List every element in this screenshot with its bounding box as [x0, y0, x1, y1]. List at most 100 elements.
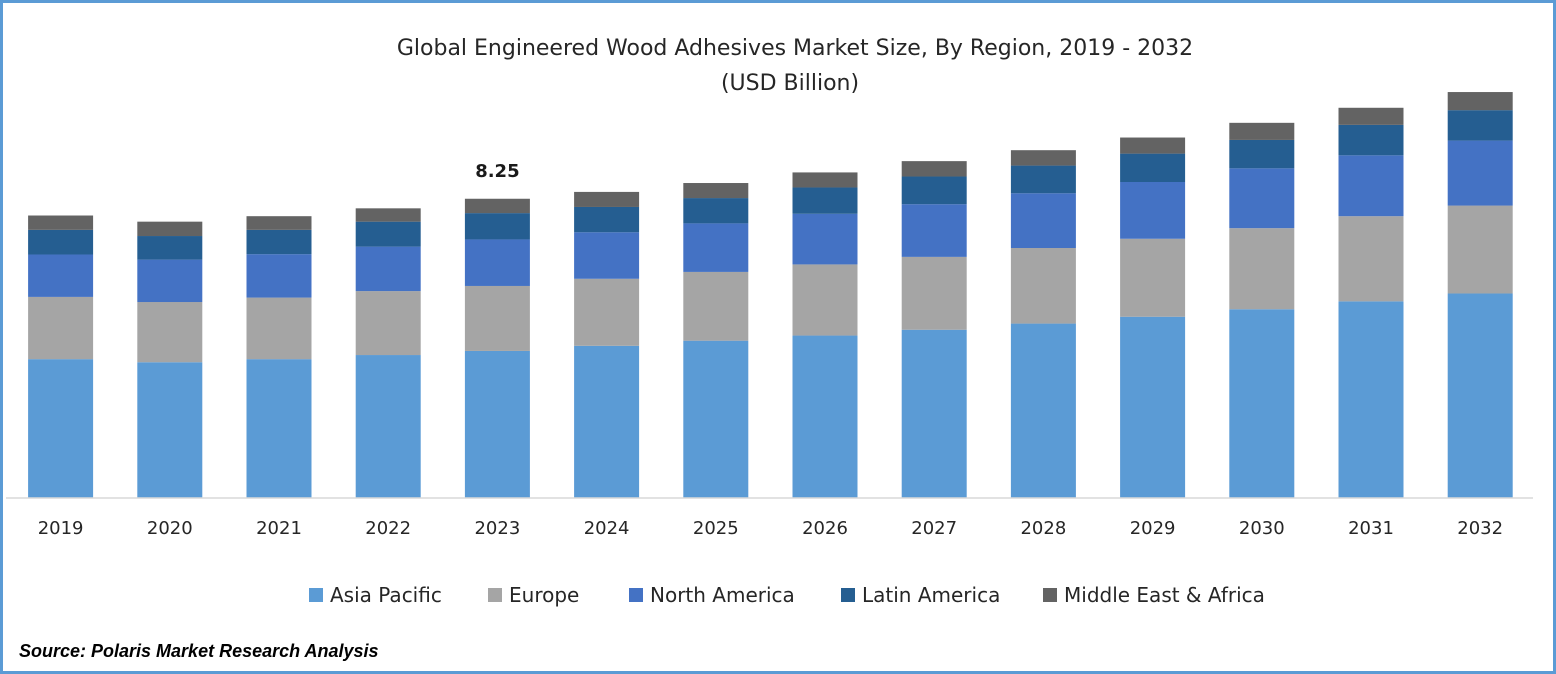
bar-segment-2024-latin-america — [574, 206, 640, 233]
bar-segment-2032-north-america — [1447, 140, 1513, 206]
bar-segment-2029-middle-east-africa — [1120, 137, 1186, 154]
bar-segment-2021-latin-america — [246, 229, 312, 255]
bar-segment-2032-latin-america — [1447, 110, 1513, 141]
bar-segment-2026-asia-pacific — [792, 335, 858, 498]
bar-segment-2027-latin-america — [901, 176, 967, 205]
bar-segment-2031-middle-east-africa — [1338, 107, 1404, 125]
bar-segment-2027-middle-east-africa — [901, 161, 967, 177]
bar-segment-2020-middle-east-africa — [137, 221, 203, 237]
bar-segment-2031-latin-america — [1338, 124, 1404, 156]
bar-segment-2022-latin-america — [355, 221, 421, 247]
bar-segment-2030-north-america — [1229, 168, 1295, 229]
bar-segment-2032-middle-east-africa — [1447, 92, 1513, 111]
bar-segment-2023-europe — [464, 285, 530, 351]
bar-segment-2022-asia-pacific — [355, 355, 421, 498]
bar-segment-2027-asia-pacific — [901, 329, 967, 498]
bar-segment-2026-europe — [792, 264, 858, 336]
stacked-bar-chart: Global Engineered Wood Adhesives Market … — [6, 36, 1533, 607]
x-tick-label-2032: 2032 — [1457, 518, 1503, 539]
bar-segment-2022-europe — [355, 291, 421, 356]
x-tick-label-2025: 2025 — [693, 518, 739, 539]
x-tick-label-2027: 2027 — [911, 518, 957, 539]
legend: Asia Pacific Europe North America Latin Ame… — [309, 583, 1265, 607]
bar-segment-2030-middle-east-africa — [1229, 122, 1295, 140]
bar-segment-2020-europe — [137, 302, 203, 363]
bar-segment-2028-north-america — [1010, 193, 1076, 248]
legend-label-europe: Europe — [509, 583, 579, 607]
bar-segment-2032-asia-pacific — [1447, 293, 1513, 498]
bar-segment-2031-europe — [1338, 216, 1404, 302]
bar-segment-2030-latin-america — [1229, 139, 1295, 169]
legend-label-latin-america: Latin America — [862, 583, 1000, 607]
bar-segment-2019-middle-east-africa — [28, 215, 94, 230]
chart-title: Global Engineered Wood Adhesives Market … — [397, 36, 1193, 61]
bar-segment-2029-north-america — [1120, 181, 1186, 239]
bar-segment-2024-europe — [574, 278, 640, 346]
data-labels: 8.25 — [475, 161, 519, 182]
bar-segment-2025-latin-america — [683, 198, 749, 224]
bar-segment-2025-asia-pacific — [683, 340, 749, 498]
legend-swatch-asia-pacific — [309, 588, 323, 602]
bar-segment-2019-europe — [28, 296, 94, 360]
legend-swatch-north-america — [629, 588, 643, 602]
bar-segment-2019-latin-america — [28, 229, 94, 255]
bar-segment-2020-north-america — [137, 259, 203, 303]
legend-label-middle-east-africa: Middle East & Africa — [1064, 583, 1265, 607]
bar-segment-2024-north-america — [574, 232, 640, 279]
bar-segment-2020-latin-america — [137, 236, 203, 260]
bar-segment-2031-asia-pacific — [1338, 301, 1404, 498]
x-tick-label-2022: 2022 — [365, 518, 411, 539]
source-note: Source: Polaris Market Research Analysis — [19, 641, 379, 661]
bar-segment-2021-asia-pacific — [246, 359, 312, 498]
bar-segment-2029-latin-america — [1120, 153, 1186, 182]
x-tick-label-2020: 2020 — [147, 518, 193, 539]
bar-segment-2028-europe — [1010, 248, 1076, 324]
bars-layer — [28, 92, 1513, 498]
bar-segment-2021-north-america — [246, 254, 312, 298]
bar-segment-2032-europe — [1447, 205, 1513, 294]
x-tick-label-2023: 2023 — [474, 518, 520, 539]
legend-label-north-america: North America — [650, 583, 795, 607]
legend-swatch-latin-america — [841, 588, 855, 602]
bar-segment-2019-north-america — [28, 254, 94, 297]
x-axis-ticks: 2019 2020 2021 2022 2023 2024 2025 2026 2027 2028… — [38, 518, 1503, 539]
bar-segment-2021-europe — [246, 297, 312, 360]
x-tick-label-2031: 2031 — [1348, 518, 1394, 539]
bar-segment-2028-middle-east-africa — [1010, 150, 1076, 166]
bar-segment-2023-latin-america — [464, 213, 530, 240]
x-tick-label-2026: 2026 — [802, 518, 848, 539]
bar-segment-2030-asia-pacific — [1229, 309, 1295, 498]
bar-segment-2019-asia-pacific — [28, 359, 94, 498]
bar-segment-2028-asia-pacific — [1010, 323, 1076, 498]
chart-subtitle: (USD Billion) — [721, 71, 859, 96]
bar-segment-2022-middle-east-africa — [355, 208, 421, 222]
bar-segment-2026-middle-east-africa — [792, 172, 858, 188]
bar-segment-2028-latin-america — [1010, 165, 1076, 194]
bar-segment-2030-europe — [1229, 228, 1295, 310]
bar-segment-2026-north-america — [792, 213, 858, 265]
bar-segment-2029-asia-pacific — [1120, 316, 1186, 498]
x-tick-label-2028: 2028 — [1020, 518, 1066, 539]
x-tick-label-2021: 2021 — [256, 518, 302, 539]
x-tick-label-2029: 2029 — [1130, 518, 1176, 539]
legend-swatch-europe — [488, 588, 502, 602]
bar-segment-2027-europe — [901, 256, 967, 330]
bar-segment-2025-middle-east-africa — [683, 183, 749, 199]
bar-segment-2025-north-america — [683, 223, 749, 272]
data-label-2023: 8.25 — [475, 161, 519, 182]
bar-segment-2024-middle-east-africa — [574, 191, 640, 207]
bar-segment-2024-asia-pacific — [574, 345, 640, 498]
x-tick-label-2024: 2024 — [584, 518, 630, 539]
bar-segment-2023-north-america — [464, 239, 530, 286]
bar-segment-2025-europe — [683, 271, 749, 341]
x-tick-label-2019: 2019 — [38, 518, 84, 539]
bar-segment-2021-middle-east-africa — [246, 216, 312, 230]
bar-segment-2023-asia-pacific — [464, 350, 530, 498]
x-tick-label-2030: 2030 — [1239, 518, 1285, 539]
legend-label-asia-pacific: Asia Pacific — [330, 583, 442, 607]
bar-segment-2031-north-america — [1338, 155, 1404, 217]
bar-segment-2029-europe — [1120, 238, 1186, 317]
bar-segment-2022-north-america — [355, 246, 421, 292]
legend-swatch-middle-east-africa — [1043, 588, 1057, 602]
